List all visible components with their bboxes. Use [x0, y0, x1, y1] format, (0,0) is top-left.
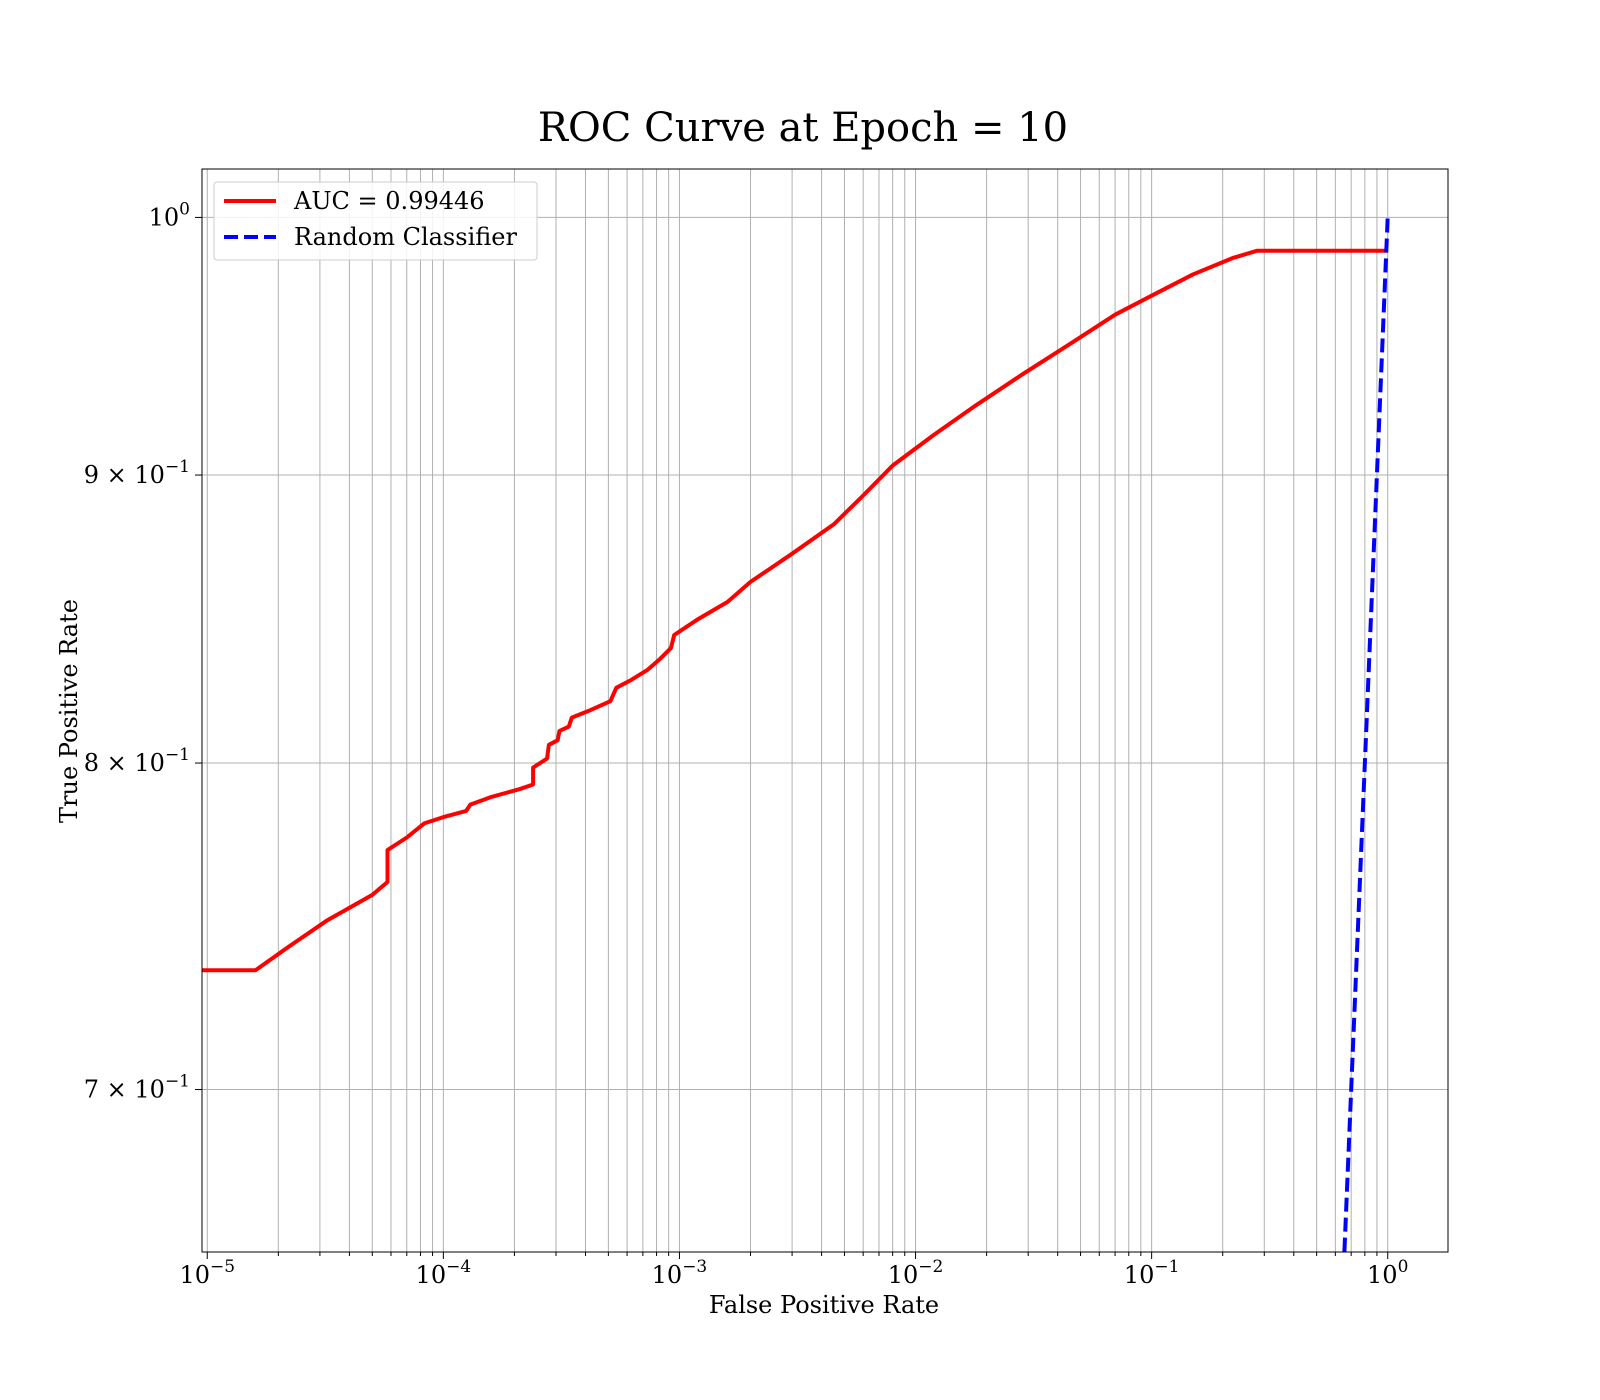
x-tick-base: 10	[1124, 1261, 1155, 1289]
x-tick-base: 10	[416, 1261, 447, 1289]
y-tick-base: 10	[134, 461, 165, 489]
y-tick-mantissa: 9 ×	[84, 461, 135, 489]
grid-layer	[202, 169, 1448, 1252]
x-tick-label: 10−2	[888, 1257, 944, 1289]
x-tick-label: 10−1	[1124, 1257, 1180, 1289]
x-tick-base: 10	[652, 1261, 683, 1289]
y-tick-exponent: −1	[165, 745, 190, 765]
random-classifier-line	[1342, 217, 1390, 1252]
y-tick-base: 10	[134, 1076, 165, 1104]
x-axis-label: False Positive Rate	[709, 1291, 939, 1319]
x-tick-exponent: −3	[682, 1257, 707, 1277]
series-layer	[202, 217, 1390, 1252]
x-tick-label: 10−5	[179, 1257, 235, 1289]
x-tick-exponent: −4	[446, 1257, 471, 1277]
y-tick-label: 9 × 10−1	[84, 457, 190, 489]
legend: AUC = 0.99446 Random Classifier	[213, 181, 538, 261]
y-tick-base: 10	[134, 749, 165, 777]
x-tick-base: 10	[888, 1261, 919, 1289]
y-axis-label: True Positive Rate	[55, 599, 83, 823]
y-tick-label: 100	[149, 199, 190, 231]
plot-frame	[201, 168, 1449, 1253]
x-tick-exponent: −1	[1154, 1257, 1179, 1277]
y-tick-exponent: −1	[165, 457, 190, 477]
legend-label-random-classifier: Random Classifier	[294, 223, 517, 251]
y-tick-exponent: 0	[179, 199, 190, 219]
x-tick-exponent: −5	[210, 1257, 235, 1277]
x-tick-exponent: −2	[918, 1257, 943, 1277]
x-tick-base: 10	[179, 1261, 210, 1289]
legend-box	[213, 181, 538, 261]
x-tick-label: 10−4	[416, 1257, 472, 1289]
y-tick-mantissa: 8 ×	[84, 749, 135, 777]
x-tick-label: 10−3	[652, 1257, 708, 1289]
legend-label-auc: AUC = 0.99446	[293, 187, 485, 215]
y-tick-label: 8 × 10−1	[84, 745, 190, 777]
x-tick-label: 100	[1367, 1257, 1408, 1289]
y-tick-base: 10	[149, 203, 180, 231]
chart-title: ROC Curve at Epoch = 10	[538, 105, 1068, 151]
y-tick-exponent: −1	[165, 1072, 190, 1092]
x-tick-exponent: 0	[1398, 1257, 1409, 1277]
y-tick-mantissa: 7 ×	[84, 1076, 135, 1104]
roc-curve-line	[202, 248, 1388, 973]
x-tick-base: 10	[1367, 1261, 1398, 1289]
y-tick-label: 7 × 10−1	[84, 1072, 190, 1104]
